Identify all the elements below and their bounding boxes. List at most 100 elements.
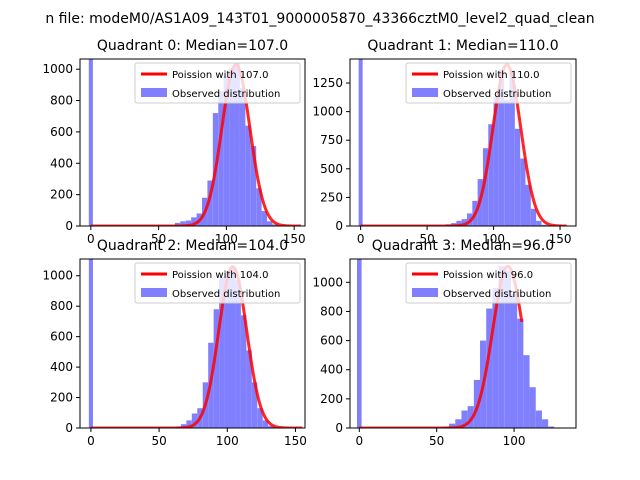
hist-bar — [498, 266, 505, 428]
legend-label-poisson: Poission with 96.0 — [443, 270, 533, 281]
hist-bar — [514, 128, 521, 226]
y-tick-label: 400 — [50, 360, 73, 374]
y-tick-label: 1000 — [42, 269, 73, 283]
hist-spike-bar — [358, 59, 363, 226]
y-tick-label: 0 — [335, 219, 343, 233]
x-tick-label: 100 — [482, 232, 505, 246]
hist-spike-bar — [88, 259, 93, 428]
y-tick-label: 400 — [50, 156, 73, 170]
hist-bar — [517, 318, 524, 428]
x-tick-label: 0 — [357, 232, 365, 246]
hist-bar — [498, 69, 505, 226]
hist-bar — [239, 88, 246, 226]
y-tick-label: 0 — [335, 421, 343, 435]
hist-bar — [523, 355, 530, 428]
figure-suptitle: n file: modeM0/AS1A09_143T01_9000005870_… — [45, 11, 594, 27]
hist-spike-bar — [356, 259, 362, 428]
hist-bar — [262, 420, 269, 428]
hist-bar — [261, 211, 268, 226]
y-tick-label: 500 — [320, 162, 343, 176]
legend-label-poisson: Poission with 110.0 — [443, 70, 539, 81]
legend-label-observed: Observed distribution — [443, 289, 551, 300]
legend-label-poisson: Poission with 104.0 — [172, 270, 268, 281]
legend-patch-swatch — [141, 88, 167, 97]
hist-bar — [229, 67, 235, 226]
legend-box — [405, 62, 572, 104]
axes-frame — [79, 58, 306, 227]
x-tick-label: 50 — [151, 434, 166, 448]
y-tick-label: 1250 — [312, 76, 343, 90]
hist-bar — [449, 423, 456, 428]
hist-bar — [488, 124, 494, 226]
legend-label-poisson: Poission with 107.0 — [172, 70, 268, 81]
hist-spike-bar — [88, 59, 93, 226]
legend: Poission with 107.0 Observed distribution — [134, 62, 301, 104]
hist-bar — [256, 188, 262, 226]
hist-bar — [257, 408, 263, 428]
y-tick-label: 200 — [320, 392, 343, 406]
hist-bar — [268, 425, 274, 428]
hist-bar — [224, 271, 230, 428]
hist-bar — [482, 148, 489, 226]
hist-bar — [174, 222, 181, 226]
x-tick-label: 100 — [503, 434, 526, 448]
poisson-curve — [90, 62, 302, 226]
hist-bar — [218, 91, 224, 226]
legend: Poission with 104.0 Observed distribution — [134, 262, 301, 304]
y-tick-label: 200 — [50, 391, 73, 405]
hist-bar — [493, 96, 499, 226]
hist-bar — [525, 184, 531, 226]
y-tick-label: 800 — [50, 299, 73, 313]
poisson-curve — [359, 63, 568, 226]
hist-bar — [240, 315, 247, 428]
hist-bar — [191, 217, 197, 226]
x-tick-label: 150 — [284, 434, 307, 448]
x-tick-label: 150 — [283, 232, 306, 246]
legend-patch-swatch — [412, 288, 438, 297]
hist-bar — [246, 350, 252, 428]
hist-bar — [272, 224, 278, 226]
axes-frame — [79, 258, 306, 429]
axes-frame — [349, 58, 577, 227]
legend-label-observed: Observed distribution — [443, 89, 551, 100]
legend: Poission with 110.0 Observed distribution — [405, 62, 572, 104]
legend-label-observed: Observed distribution — [172, 289, 280, 300]
hist-bar — [185, 220, 192, 226]
y-tick-label: 600 — [50, 330, 73, 344]
legend-box — [134, 262, 301, 304]
hist-bar — [207, 180, 213, 226]
x-tick-label: 50 — [151, 232, 166, 246]
y-tick-label: 250 — [320, 190, 343, 204]
y-tick-label: 800 — [320, 304, 343, 318]
hist-bar — [510, 293, 518, 428]
hist-bar — [541, 224, 547, 226]
legend-label-observed: Observed distribution — [172, 89, 280, 100]
hist-bar — [461, 219, 467, 226]
x-tick-label: 100 — [215, 232, 238, 246]
hist-bar — [492, 288, 499, 428]
hist-bar — [245, 125, 251, 226]
legend: Poission with 96.0 Observed distribution — [405, 262, 572, 304]
hist-bar — [504, 100, 510, 226]
y-tick-label: 1000 — [42, 62, 73, 76]
y-tick-label: 800 — [50, 94, 73, 108]
hist-bar — [267, 221, 273, 226]
hist-bar — [504, 270, 511, 428]
hist-bar — [234, 62, 240, 226]
hist-bar — [180, 424, 187, 428]
chart-panel-0: 0 50 100 150 0 200 400 600 800 1000 Quadrant 0: Me… — [42, 38, 305, 246]
legend-patch-swatch — [412, 88, 438, 97]
x-tick-label: 150 — [549, 232, 572, 246]
y-tick-label: 750 — [320, 133, 343, 147]
hist-bar — [180, 221, 186, 226]
x-tick-label: 100 — [216, 434, 239, 448]
hist-bar — [548, 426, 555, 428]
hist-bar — [520, 158, 526, 226]
hist-bar — [230, 268, 236, 428]
hist-bar — [455, 419, 462, 428]
y-tick-label: 0 — [65, 219, 73, 233]
hist-bar — [251, 382, 258, 428]
y-tick-label: 1000 — [312, 275, 343, 289]
